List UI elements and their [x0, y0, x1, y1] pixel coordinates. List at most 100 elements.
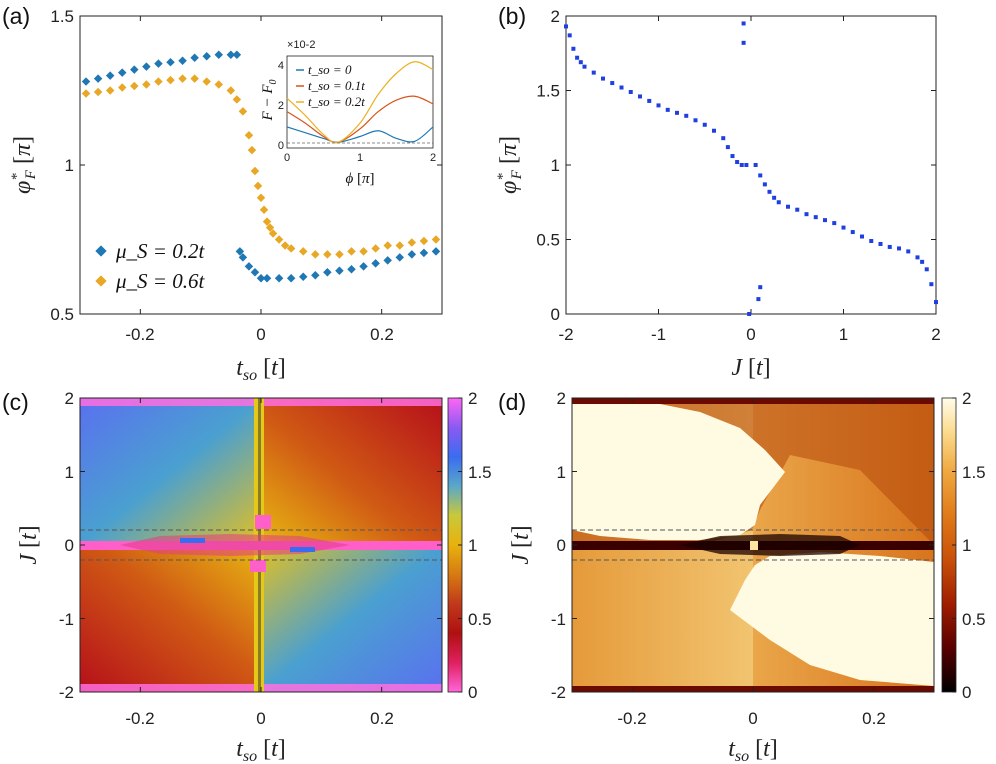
heatmap-blob	[290, 547, 315, 552]
panel-c-ytick-label: 1	[65, 463, 74, 482]
panel-b-xtick-label: -2	[558, 325, 573, 344]
panel-label-d: (d)	[498, 389, 526, 415]
phi-point	[776, 200, 781, 205]
panel-c-ylabel: J [t]	[16, 525, 42, 564]
series-0-point	[359, 262, 368, 271]
panel-a-ticks	[80, 15, 442, 315]
phi-point	[934, 300, 938, 305]
inset-lines	[286, 61, 434, 144]
panel-b-xtick-label: 1	[839, 325, 848, 344]
phi-point	[841, 225, 846, 230]
phi-point	[813, 215, 818, 220]
inset-legend-label: t_so = 0	[308, 62, 352, 77]
phi-point	[772, 195, 777, 200]
series-0-point	[178, 56, 187, 65]
series-1-point	[154, 77, 163, 86]
series-0-point	[371, 259, 380, 268]
panel-d-ylabel: J [t]	[508, 525, 534, 564]
phi-point	[647, 98, 652, 103]
inset-ytick-label: 2	[278, 100, 284, 112]
phi-point	[628, 89, 633, 94]
legend-marker	[95, 245, 107, 257]
series-0-point	[244, 262, 254, 271]
phi-point	[906, 249, 911, 254]
heatmap-blob	[750, 541, 758, 550]
series-1-point	[286, 244, 296, 253]
phi-point	[610, 81, 615, 86]
series-1-point	[395, 241, 405, 250]
panel-b-xtick-label: -1	[651, 325, 666, 344]
inset-ytick-label: 0	[278, 140, 284, 152]
legend-marker	[95, 275, 107, 287]
panel-a-xtick-label: 0	[256, 325, 265, 344]
series-0-point	[431, 247, 441, 256]
panel-b: -2 -1 0 1 2 0 0.5 1 1.5 2 J [t] φ*F [π]	[495, 7, 941, 381]
series-0-point	[154, 59, 163, 68]
panel-a-inset: ×10-2 0 2 4 0 1 2 ϕ [π] F − F0 t_so = 0 …	[260, 39, 436, 187]
series-0-point	[383, 256, 392, 265]
phi-point	[702, 122, 707, 127]
series-1-point	[280, 241, 290, 250]
panel-label-c: (c)	[2, 389, 29, 415]
panel-b-ticks	[565, 15, 937, 315]
panel-b-ytick-label: 0	[551, 305, 560, 324]
panel-d-ytick-label: 1	[557, 463, 566, 482]
heatmap-region	[261, 398, 442, 545]
series-1-point	[244, 130, 254, 140]
panel-c-ytick-label: -2	[59, 683, 74, 702]
phi-point	[756, 297, 761, 302]
series-1-point	[105, 86, 115, 95]
phi-point	[601, 76, 605, 81]
series-1-point	[298, 247, 308, 256]
series-1-point	[190, 74, 199, 83]
series-1-point	[247, 145, 257, 155]
phi-point	[795, 207, 800, 212]
series-1-point	[178, 74, 187, 83]
series-0-point	[226, 50, 236, 59]
panel-d-heatmap	[572, 398, 934, 692]
panel-b-ytick-label: 2	[551, 7, 560, 26]
series-0-point	[190, 53, 199, 62]
phi-point	[567, 33, 572, 38]
series-0-point	[166, 57, 175, 67]
series-0-point	[81, 77, 91, 86]
series-1-point	[323, 250, 332, 259]
series-1-point	[238, 107, 248, 116]
phi-point	[920, 259, 925, 264]
series-0-point	[274, 273, 284, 283]
panel-c-xtick-label: 0	[256, 709, 265, 728]
phi-point	[693, 118, 698, 123]
panel-d-colorbar-label: 1	[962, 536, 971, 555]
panel-b-frame	[565, 15, 937, 315]
phi-point	[721, 136, 726, 141]
panel-a-xtick-label: -0.2	[125, 325, 154, 344]
phi-point	[747, 312, 752, 316]
series-1-point	[81, 89, 91, 98]
series-0-point	[311, 271, 320, 280]
series-1-point	[265, 223, 275, 232]
panel-c-ticks	[80, 397, 442, 693]
panel-c-ytick-label: 2	[65, 389, 74, 408]
panel-d-xtick-label: 0.2	[862, 709, 886, 728]
phi-point	[575, 55, 580, 60]
series-1-point	[383, 241, 392, 250]
series-0-point	[335, 266, 344, 276]
panel-c-xtick-label: 0.2	[370, 709, 394, 728]
phi-point	[638, 94, 642, 99]
series-0-point	[202, 51, 211, 61]
phi-point	[804, 212, 809, 217]
series-1-point	[232, 95, 242, 104]
panel-d-colorbar-ticks	[952, 397, 956, 693]
inset-xtick-label: 1	[357, 152, 363, 164]
series-1-point	[250, 166, 260, 176]
series-1-point	[419, 236, 429, 246]
panel-d-colorbar-label: 1.5	[962, 463, 986, 482]
phi-point	[758, 285, 763, 290]
panel-d-ytick-label: 0	[557, 536, 566, 555]
panel-d-ytick-label: 2	[557, 389, 566, 408]
series-0-point	[235, 247, 245, 256]
panel-a-xtick-label: 0.2	[370, 325, 394, 344]
inset-series-1-line	[286, 95, 434, 144]
series-1-point	[359, 247, 368, 256]
panel-a-ytick-label: 1	[65, 156, 74, 175]
